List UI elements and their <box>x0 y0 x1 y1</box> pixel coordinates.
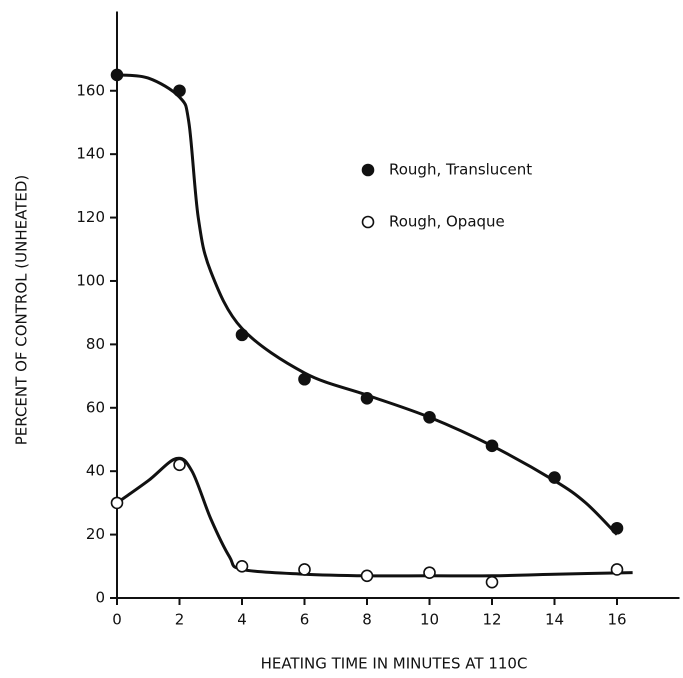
data-point <box>610 563 624 576</box>
y-tick-label: 160 <box>76 81 105 99</box>
data-point <box>173 458 186 472</box>
x-tick-label: 8 <box>362 611 372 629</box>
x-tick-label: 4 <box>237 611 247 629</box>
y-tick-label: 80 <box>86 335 105 353</box>
data-point <box>235 559 249 573</box>
data-point <box>485 575 499 589</box>
data-point <box>235 328 249 342</box>
x-tick-label: 0 <box>112 611 122 629</box>
y-tick-label: 140 <box>76 145 105 163</box>
data-point <box>610 521 624 535</box>
y-axis-label: PERCENT OF CONTROL (UNHEATED) <box>13 175 31 445</box>
x-tick-label: 12 <box>482 611 501 629</box>
data-point <box>548 471 561 484</box>
x-tick-label: 10 <box>420 611 439 629</box>
y-tick-label: 100 <box>76 271 105 289</box>
y-tick-label: 120 <box>76 208 105 226</box>
data-point <box>173 84 186 98</box>
x-axis-label: HEATING TIME IN MINUTES AT 110C <box>261 655 528 673</box>
legend-label: Rough, Translucent <box>389 161 532 179</box>
y-tick-label: 20 <box>86 525 105 543</box>
data-point <box>298 563 311 576</box>
data-point <box>110 68 124 82</box>
y-tick-label: 40 <box>86 462 105 480</box>
data-point <box>360 569 374 583</box>
y-tick-label: 0 <box>95 589 105 607</box>
data-point <box>110 496 124 510</box>
x-tick-label: 6 <box>300 611 310 629</box>
x-tick-label: 14 <box>545 611 564 629</box>
x-tick-label: 16 <box>607 611 626 629</box>
x-tick-label: 2 <box>175 611 185 629</box>
data-point <box>360 391 374 405</box>
legend-label: Rough, Opaque <box>389 213 505 231</box>
legend-marker <box>361 215 375 229</box>
data-point <box>298 372 311 386</box>
y-tick-label: 60 <box>86 398 105 416</box>
data-point <box>423 566 436 579</box>
data-point <box>423 410 436 424</box>
fit-curve <box>116 73 619 536</box>
data-point <box>485 439 499 453</box>
legend-marker <box>361 163 375 177</box>
